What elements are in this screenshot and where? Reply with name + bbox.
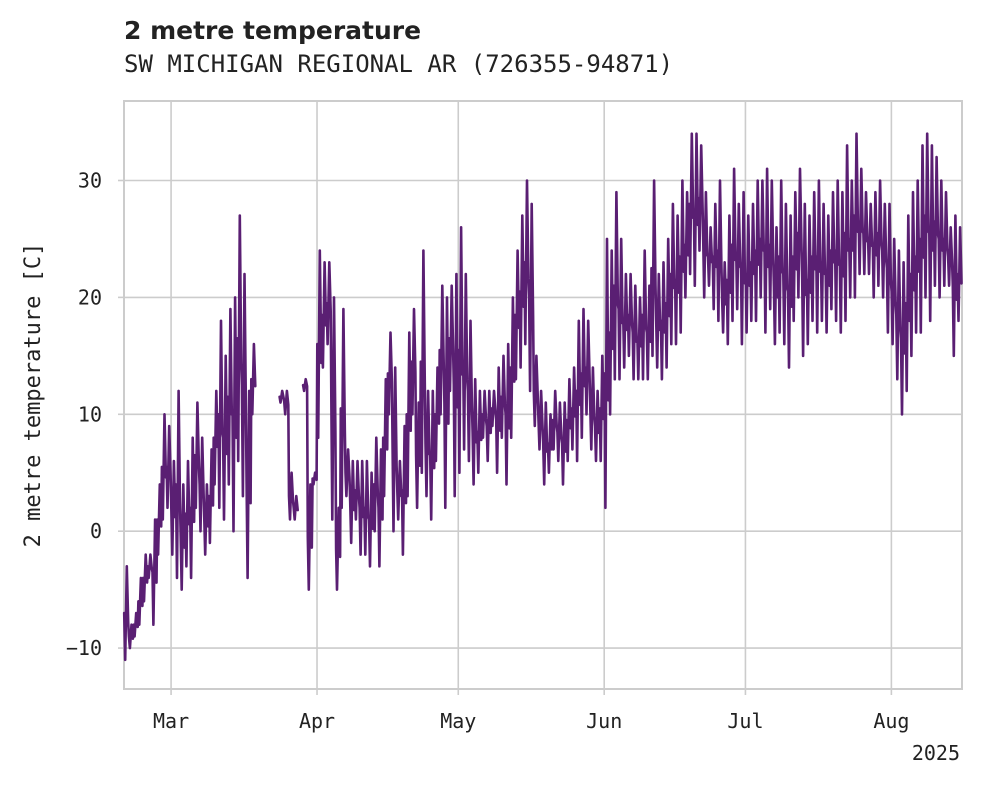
- x-tick-label: Aug: [873, 709, 909, 733]
- x-tick-label: Mar: [153, 709, 189, 733]
- chart-subtitle: SW MICHIGAN REGIONAL AR (726355-94871): [124, 50, 674, 78]
- y-tick-label: 0: [90, 519, 102, 543]
- x-tick-label: Jul: [727, 709, 763, 733]
- y-tick-label: 20: [78, 285, 102, 309]
- x-tick-label: Apr: [299, 709, 335, 733]
- x-tick-label: May: [440, 709, 476, 733]
- x-axis-year-label: 2025: [912, 741, 960, 765]
- y-tick-label: 10: [78, 402, 102, 426]
- x-tick-label: Jun: [586, 709, 622, 733]
- y-tick-label: 30: [78, 168, 102, 192]
- chart-title: 2 metre temperature: [124, 16, 422, 45]
- y-tick-label: −10: [66, 636, 102, 660]
- plot-frame: [123, 100, 963, 690]
- axis-ticks: −10 0 10 20 30 Mar Apr May Jun Jul Aug: [66, 168, 910, 733]
- y-axis-label: 2 metre temperature [C]: [21, 243, 46, 548]
- temperature-line: [122, 132, 963, 662]
